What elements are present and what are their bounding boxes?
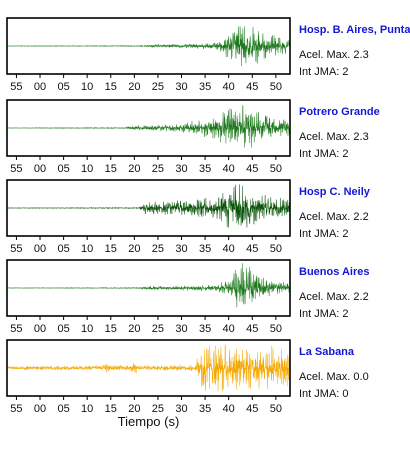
x-tick-label: 00 xyxy=(34,403,46,415)
waveform-line xyxy=(6,26,291,67)
peak-acceleration-label: Acel. Max. 2.2 xyxy=(299,291,369,303)
x-tick-label: 00 xyxy=(34,323,46,335)
x-tick-label: 15 xyxy=(105,81,117,93)
station-name: Hosp. B. Aires, Puntare xyxy=(299,24,410,36)
x-tick-label: 30 xyxy=(175,243,187,255)
x-tick-label: 10 xyxy=(81,323,93,335)
x-tick-label: 45 xyxy=(246,323,258,335)
x-axis-title: Tiempo (s) xyxy=(118,414,180,429)
x-tick-label: 20 xyxy=(128,323,140,335)
x-tick-label: 35 xyxy=(199,163,211,175)
x-tick-label: 15 xyxy=(105,403,117,415)
x-tick-label: 20 xyxy=(128,81,140,93)
x-tick-label: 50 xyxy=(270,163,282,175)
station-name: Buenos Aires xyxy=(299,266,370,278)
panel-frame xyxy=(6,99,291,157)
panel-frame xyxy=(6,339,291,397)
jma-intensity-label: Int JMA: 2 xyxy=(299,66,349,78)
x-tick-label: 50 xyxy=(270,81,282,93)
x-tick-label: 05 xyxy=(57,163,69,175)
x-tick-label: 40 xyxy=(223,403,235,415)
x-tick-label: 00 xyxy=(34,163,46,175)
peak-acceleration-label: Acel. Max. 0.0 xyxy=(299,371,369,383)
station-panel: 55 00 05 10 15 20 25 30 35 40 45 50 Potrero Grande Ac… xyxy=(6,99,380,175)
x-tick-label: 55 xyxy=(10,81,22,93)
x-tick-label: 35 xyxy=(199,81,211,93)
x-tick-label: 35 xyxy=(199,243,211,255)
panel-frame xyxy=(6,17,291,75)
jma-intensity-label: Int JMA: 2 xyxy=(299,148,349,160)
x-tick-label: 05 xyxy=(57,243,69,255)
x-tick-label: 30 xyxy=(175,163,187,175)
x-tick-label: 10 xyxy=(81,403,93,415)
x-tick-label: 15 xyxy=(105,163,117,175)
x-tick-label: 45 xyxy=(246,243,258,255)
x-tick-label: 20 xyxy=(128,243,140,255)
x-tick-label: 20 xyxy=(128,403,140,415)
jma-intensity-label: Int JMA: 2 xyxy=(299,308,349,320)
waveform-line xyxy=(6,263,291,308)
x-tick-label: 35 xyxy=(199,403,211,415)
station-name: Potrero Grande xyxy=(299,106,380,118)
station-panel: 55 00 05 10 15 20 25 30 35 40 45 50 Hosp C. Neily Ace… xyxy=(6,179,371,255)
waveform-line xyxy=(6,184,291,228)
x-tick-label: 40 xyxy=(223,81,235,93)
x-tick-label: 00 xyxy=(34,81,46,93)
x-tick-label: 10 xyxy=(81,81,93,93)
x-tick-label: 55 xyxy=(10,323,22,335)
panel-frame xyxy=(6,259,291,317)
x-tick-label: 55 xyxy=(10,403,22,415)
seismogram-panels: 55 00 05 10 15 20 25 30 35 40 45 50 Hosp. B. Aires, … xyxy=(6,17,410,415)
x-tick-label: 55 xyxy=(10,163,22,175)
panel-frame xyxy=(6,179,291,237)
x-tick-label: 45 xyxy=(246,403,258,415)
x-tick-label: 35 xyxy=(199,323,211,335)
x-tick-label: 30 xyxy=(175,323,187,335)
x-tick-label: 55 xyxy=(10,243,22,255)
x-tick-label: 25 xyxy=(152,81,164,93)
station-panel: 55 00 05 10 15 20 25 30 35 40 45 50 La Sabana Acel. M… xyxy=(6,339,369,415)
x-tick-label: 05 xyxy=(57,403,69,415)
x-tick-label: 25 xyxy=(152,403,164,415)
x-tick-label: 50 xyxy=(270,243,282,255)
x-tick-label: 10 xyxy=(81,243,93,255)
x-tick-label: 10 xyxy=(81,163,93,175)
x-tick-label: 05 xyxy=(57,323,69,335)
x-tick-label: 40 xyxy=(223,163,235,175)
x-tick-label: 25 xyxy=(152,163,164,175)
x-tick-label: 50 xyxy=(270,403,282,415)
station-panel: 55 00 05 10 15 20 25 30 35 40 45 50 Buenos Aires Acel… xyxy=(6,259,370,335)
x-tick-label: 05 xyxy=(57,81,69,93)
x-tick-label: 45 xyxy=(246,163,258,175)
station-name: La Sabana xyxy=(299,346,355,358)
peak-acceleration-label: Acel. Max. 2.3 xyxy=(299,49,369,61)
peak-acceleration-label: Acel. Max. 2.3 xyxy=(299,131,369,143)
jma-intensity-label: Int JMA: 2 xyxy=(299,228,349,240)
peak-acceleration-label: Acel. Max. 2.2 xyxy=(299,211,369,223)
waveform-line xyxy=(6,105,291,148)
x-tick-label: 20 xyxy=(128,163,140,175)
jma-intensity-label: Int JMA: 0 xyxy=(299,388,349,400)
x-tick-label: 15 xyxy=(105,243,117,255)
waveform-line xyxy=(6,344,291,392)
x-tick-label: 25 xyxy=(152,243,164,255)
x-tick-label: 40 xyxy=(223,243,235,255)
x-tick-label: 45 xyxy=(246,81,258,93)
station-panel: 55 00 05 10 15 20 25 30 35 40 45 50 Hosp. B. Aires, … xyxy=(6,17,410,93)
x-tick-label: 15 xyxy=(105,323,117,335)
x-tick-label: 30 xyxy=(175,403,187,415)
x-tick-label: 40 xyxy=(223,323,235,335)
x-tick-label: 25 xyxy=(152,323,164,335)
x-tick-label: 30 xyxy=(175,81,187,93)
x-tick-label: 50 xyxy=(270,323,282,335)
station-name: Hosp C. Neily xyxy=(299,186,371,198)
x-tick-label: 00 xyxy=(34,243,46,255)
